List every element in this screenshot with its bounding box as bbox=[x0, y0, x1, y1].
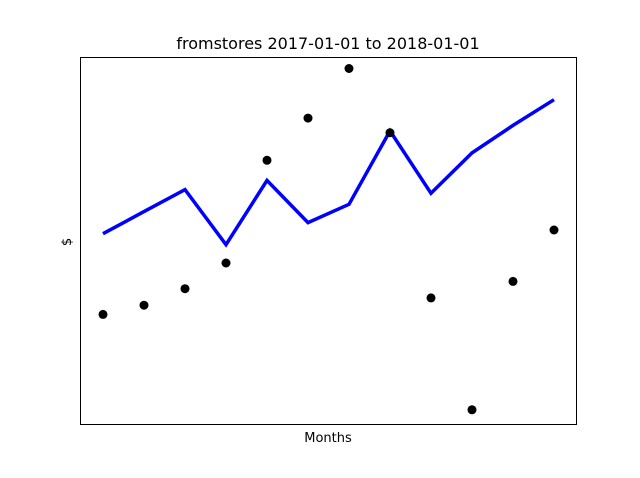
scatter-point bbox=[98, 309, 108, 319]
scatter-point bbox=[303, 113, 313, 123]
plot-frame bbox=[80, 57, 577, 425]
scatter-point bbox=[549, 225, 559, 235]
series-line bbox=[102, 98, 555, 248]
chart-title: fromstores 2017-01-01 to 2018-01-01 bbox=[176, 34, 479, 53]
x-axis-label: Months bbox=[304, 431, 352, 446]
scatter-point bbox=[385, 128, 395, 138]
scatter-point bbox=[180, 284, 190, 294]
scatter-point bbox=[508, 276, 518, 286]
scatter-point bbox=[221, 258, 231, 268]
y-axis-label: $ bbox=[60, 238, 75, 246]
scatter-point bbox=[467, 405, 477, 415]
scatter-point bbox=[426, 293, 436, 303]
scatter-point bbox=[139, 300, 149, 310]
scatter-point bbox=[344, 64, 354, 73]
scatter-point bbox=[262, 155, 272, 165]
plot-area bbox=[98, 64, 559, 415]
